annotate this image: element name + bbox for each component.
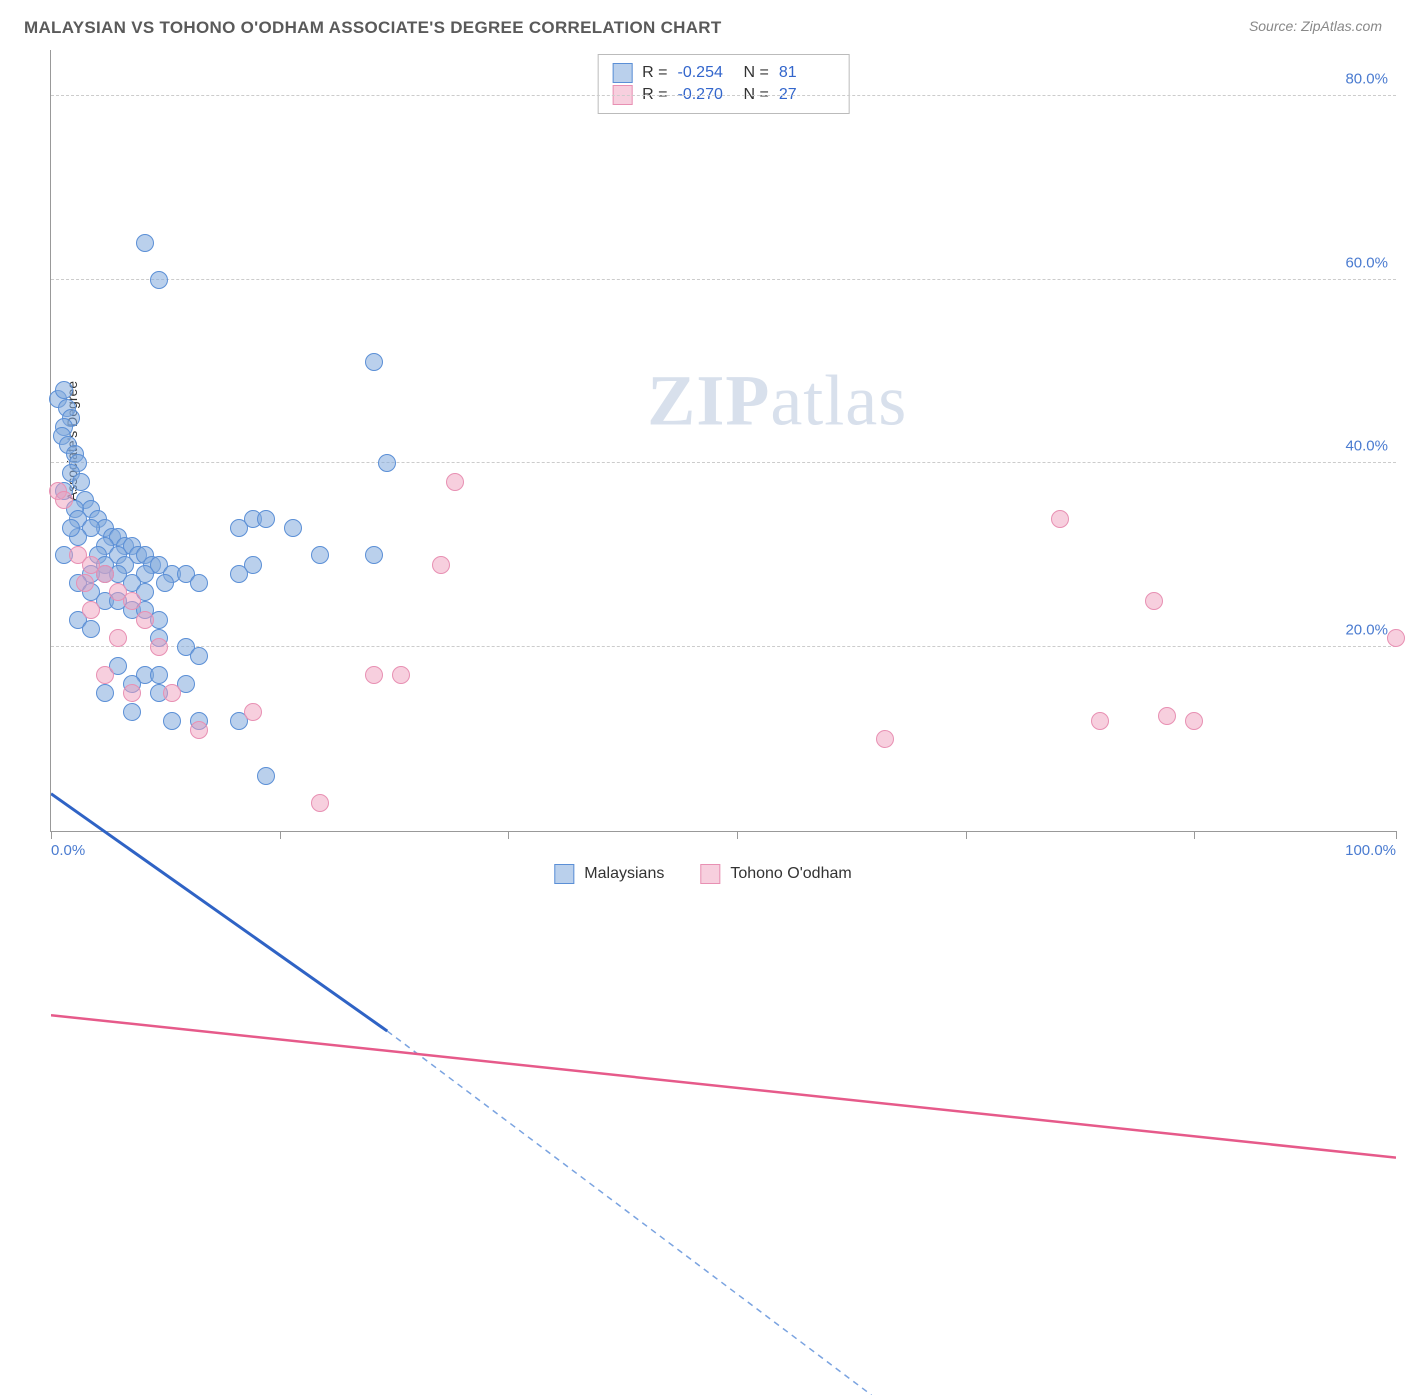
data-point [311, 546, 329, 564]
data-point [284, 519, 302, 537]
x-tick-label: 0.0% [51, 842, 85, 859]
data-point [123, 703, 141, 721]
data-point [82, 601, 100, 619]
x-tick [1194, 831, 1195, 839]
chart-area: Associate's Degree ZIPatlas R =-0.254N =… [50, 50, 1396, 832]
data-point [190, 721, 208, 739]
source-attribution: Source: ZipAtlas.com [1249, 18, 1382, 34]
x-tick [51, 831, 52, 839]
data-point [257, 767, 275, 785]
legend-swatch [554, 864, 574, 884]
data-point [365, 353, 383, 371]
data-point [156, 574, 174, 592]
gridline [51, 462, 1396, 463]
x-tick [737, 831, 738, 839]
data-point [190, 574, 208, 592]
data-point [244, 703, 262, 721]
x-tick [280, 831, 281, 839]
data-point [163, 712, 181, 730]
data-point [72, 473, 90, 491]
data-point [62, 519, 80, 537]
x-tick-label: 100.0% [1345, 842, 1396, 859]
data-point [96, 684, 114, 702]
data-point [55, 491, 73, 509]
data-point [1387, 629, 1405, 647]
data-point [1185, 712, 1203, 730]
bottom-legend: Malaysians Tohono O'odham [554, 864, 851, 884]
data-point [365, 666, 383, 684]
plot-region: ZIPatlas R =-0.254N =81R =-0.270N =27 20… [50, 50, 1396, 832]
y-tick-label: 20.0% [1345, 622, 1388, 639]
data-point [1145, 592, 1163, 610]
gridline [51, 646, 1396, 647]
watermark: ZIPatlas [647, 360, 907, 443]
stats-legend-box: R =-0.254N =81R =-0.270N =27 [597, 54, 850, 114]
series-swatch [612, 63, 632, 83]
data-point [230, 565, 248, 583]
y-tick-label: 60.0% [1345, 254, 1388, 271]
data-point [257, 510, 275, 528]
data-point [1091, 712, 1109, 730]
data-point [432, 556, 450, 574]
data-point [876, 730, 894, 748]
data-point [109, 629, 127, 647]
data-point [365, 546, 383, 564]
data-point [55, 381, 73, 399]
data-point [311, 794, 329, 812]
data-point [150, 271, 168, 289]
data-point [1051, 510, 1069, 528]
gridline [51, 95, 1396, 96]
data-point [1158, 707, 1176, 725]
data-point [76, 574, 94, 592]
data-point [82, 620, 100, 638]
data-point [446, 473, 464, 491]
data-point [150, 638, 168, 656]
legend-item: Tohono O'odham [700, 864, 851, 884]
data-point [96, 565, 114, 583]
data-point [392, 666, 410, 684]
legend-item: Malaysians [554, 864, 664, 884]
data-point [123, 592, 141, 610]
data-point [378, 454, 396, 472]
data-point [96, 666, 114, 684]
data-point [123, 684, 141, 702]
x-tick [1396, 831, 1397, 839]
data-point [150, 666, 168, 684]
x-tick [508, 831, 509, 839]
y-tick-label: 40.0% [1345, 438, 1388, 455]
x-tick [966, 831, 967, 839]
data-point [136, 611, 154, 629]
legend-label: Malaysians [584, 865, 664, 883]
chart-title: MALAYSIAN VS TOHONO O'ODHAM ASSOCIATE'S … [24, 18, 722, 38]
y-tick-label: 80.0% [1345, 70, 1388, 87]
data-point [163, 684, 181, 702]
legend-label: Tohono O'odham [730, 865, 851, 883]
stats-row: R =-0.254N =81 [612, 63, 835, 83]
data-point [190, 647, 208, 665]
data-point [136, 234, 154, 252]
gridline [51, 279, 1396, 280]
legend-swatch [700, 864, 720, 884]
